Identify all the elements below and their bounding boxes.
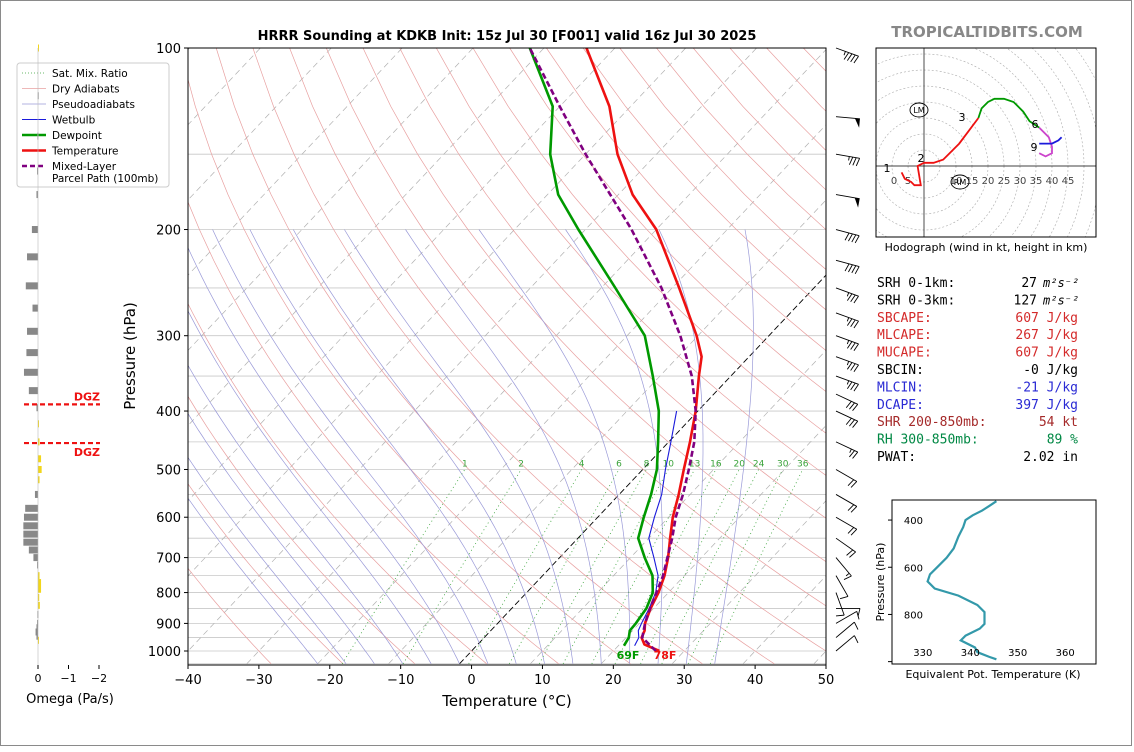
figure-frame	[0, 0, 1132, 746]
